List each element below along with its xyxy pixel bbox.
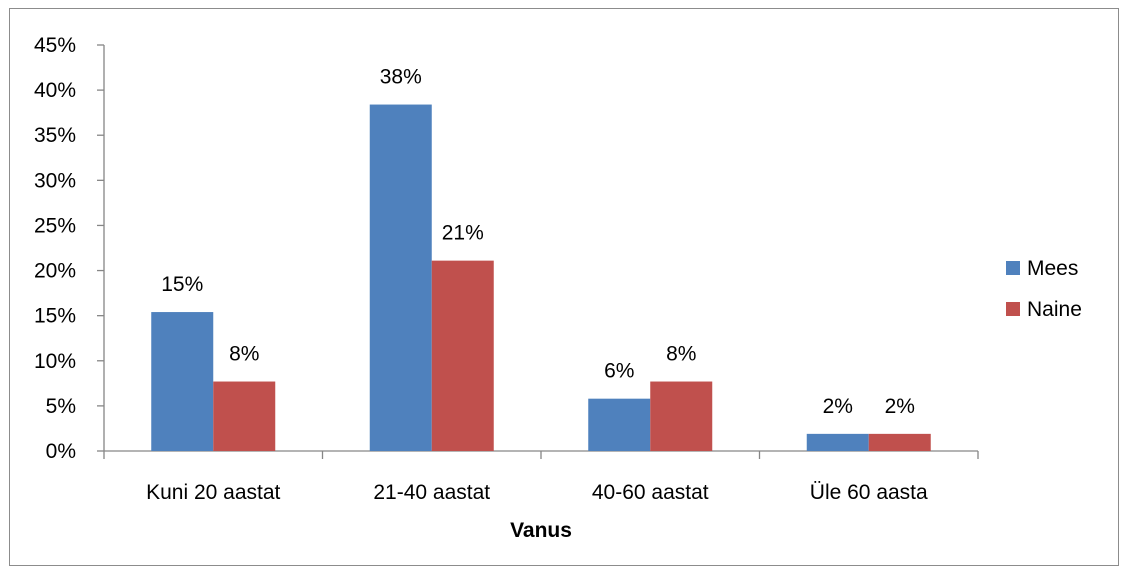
legend-swatch-mees	[1006, 261, 1020, 275]
bars	[151, 105, 931, 451]
y-tick-label: 0%	[46, 440, 76, 463]
bar-mees	[370, 105, 432, 451]
legend-swatch-naine	[1006, 302, 1020, 316]
x-category-label: Üle 60 aasta	[810, 481, 928, 504]
y-tick-label: 20%	[34, 260, 76, 283]
data-label: 8%	[666, 343, 696, 366]
data-label: 2%	[885, 395, 915, 418]
y-tick-label: 35%	[34, 124, 76, 147]
legend-label-naine: Naine	[1027, 298, 1082, 321]
y-tick-label: 40%	[34, 79, 76, 102]
legend: Mees Naine	[1006, 257, 1082, 321]
data-label: 6%	[604, 360, 634, 383]
bar-naine	[213, 382, 275, 451]
data-label: 2%	[823, 395, 853, 418]
y-tick-label: 45%	[34, 34, 76, 57]
data-labels: 15% 38% 6% 2% 8% 21% 8% 2%	[161, 66, 915, 418]
bar-naine	[869, 434, 931, 451]
y-tick-label: 10%	[34, 350, 76, 373]
bar-mees	[807, 434, 869, 451]
x-axis-title: Vanus	[510, 519, 572, 542]
data-label: 21%	[442, 222, 484, 245]
bar-naine	[432, 261, 494, 451]
x-category-label: Kuni 20 aastat	[146, 481, 280, 504]
y-tick-label: 15%	[34, 305, 76, 328]
bar-naine	[650, 382, 712, 451]
y-tick-label: 30%	[34, 169, 76, 192]
legend-label-mees: Mees	[1027, 257, 1078, 280]
data-label: 8%	[229, 343, 259, 366]
y-tick-label: 5%	[46, 395, 76, 418]
data-label: 15%	[161, 273, 203, 296]
x-category-label: 40-60 aastat	[592, 481, 709, 504]
data-label: 38%	[380, 66, 422, 89]
y-tick-label: 25%	[34, 214, 76, 237]
x-category-label: 21-40 aastat	[373, 481, 490, 504]
bar-mees	[588, 399, 650, 451]
bar-mees	[151, 312, 213, 451]
